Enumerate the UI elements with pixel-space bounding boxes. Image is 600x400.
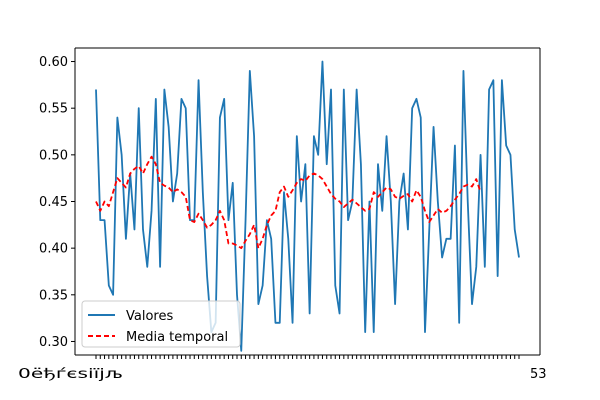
x-tick-label-right: 53 xyxy=(530,367,547,382)
series-line-media-temporal xyxy=(95,155,482,250)
legend-box xyxy=(81,300,241,348)
y-tick-label: 0.55 xyxy=(39,102,68,117)
legend-label-valores: Valores xyxy=(126,309,173,324)
x-axis: 0ёђѓєѕіїјљ 53 xyxy=(18,355,547,382)
axes-frame xyxy=(74,47,541,356)
legend: Valores Media temporal xyxy=(81,300,241,348)
series-layer xyxy=(95,60,520,352)
y-tick-label: 0.45 xyxy=(39,195,68,210)
y-tick-label: 0.35 xyxy=(39,288,68,303)
x-tick-labels-overlapping: 0ёђѓєѕіїјљ xyxy=(18,367,123,382)
y-tick-label: 0.30 xyxy=(39,335,68,350)
y-tick-label: 0.40 xyxy=(39,242,68,257)
y-tick-label: 0.50 xyxy=(39,148,68,163)
series-line-valores xyxy=(95,60,520,352)
y-tick-label: 0.60 xyxy=(39,55,68,70)
y-axis: 0.30 0.35 0.40 0.45 0.50 0.55 0.60 xyxy=(39,55,75,350)
legend-label-media-temporal: Media temporal xyxy=(126,330,228,345)
